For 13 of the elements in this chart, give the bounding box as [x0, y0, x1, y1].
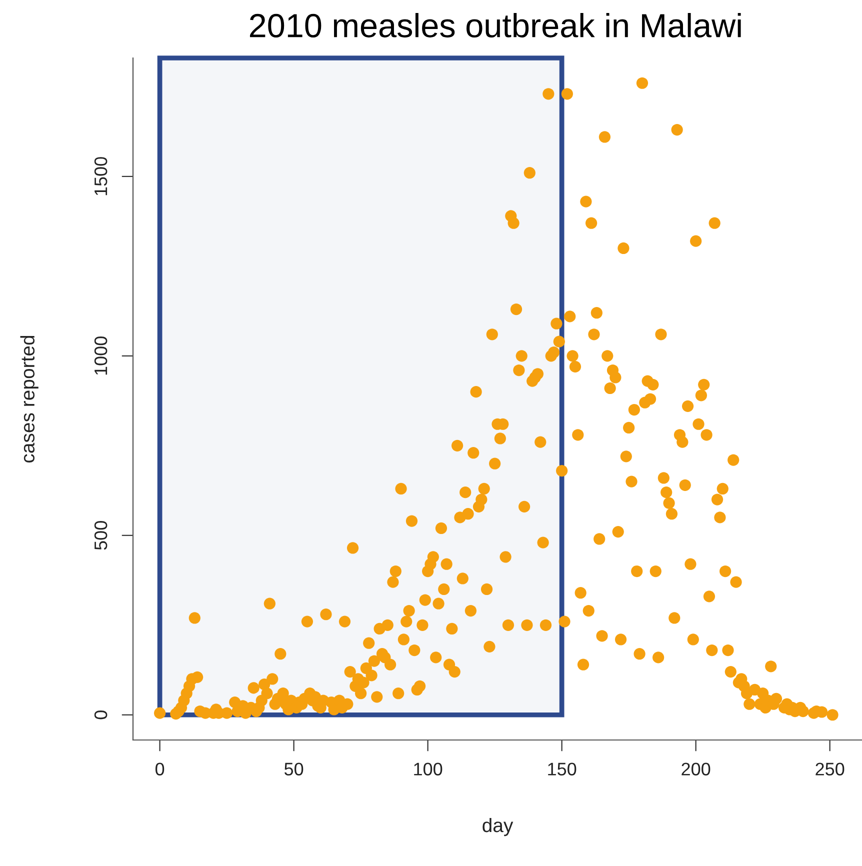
- x-axis-title: day: [482, 818, 514, 836]
- y-tick-label: 1000: [94, 336, 108, 375]
- y-axis-title: cases reported: [20, 336, 38, 462]
- chart-title: 2010 measles outbreak in Malawi: [250, 12, 741, 38]
- x-tick-label: 0: [155, 762, 164, 776]
- x-tick-label: 50: [284, 762, 304, 776]
- y-tick-label: 1500: [94, 157, 108, 196]
- y-tick-label: 500: [94, 521, 108, 550]
- y-tick-label: 0: [94, 710, 108, 720]
- x-tick-label: 200: [682, 762, 710, 776]
- x-tick-label: 150: [548, 762, 576, 776]
- x-tick-label: 250: [816, 762, 844, 776]
- x-tick-label: 100: [414, 762, 442, 776]
